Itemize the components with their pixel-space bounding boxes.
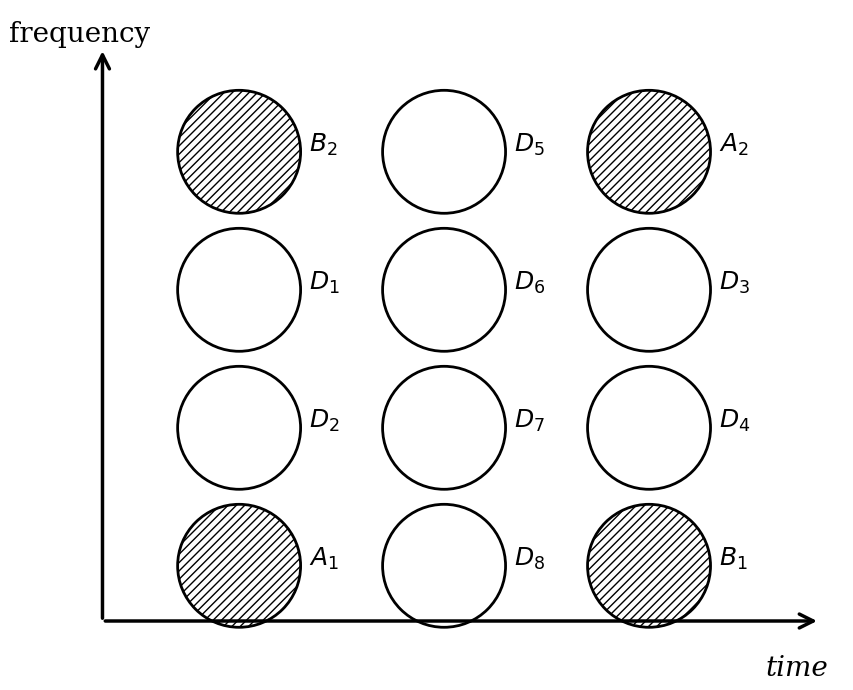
Text: $\mathit{A}_{1}$: $\mathit{A}_{1}$	[309, 546, 339, 572]
Ellipse shape	[177, 504, 300, 627]
Ellipse shape	[177, 366, 300, 489]
Text: frequency: frequency	[9, 21, 149, 48]
Text: $\mathit{D}_{5}$: $\mathit{D}_{5}$	[514, 132, 544, 158]
Text: $\mathit{D}_{4}$: $\mathit{D}_{4}$	[718, 408, 750, 434]
Ellipse shape	[587, 366, 710, 489]
Ellipse shape	[382, 366, 505, 489]
Text: $\mathit{D}_{7}$: $\mathit{D}_{7}$	[514, 408, 544, 434]
Ellipse shape	[382, 504, 505, 627]
Text: $\mathit{B}_{2}$: $\mathit{B}_{2}$	[309, 132, 337, 158]
Text: $\mathit{B}_{1}$: $\mathit{B}_{1}$	[718, 546, 747, 572]
Ellipse shape	[587, 504, 710, 627]
Ellipse shape	[177, 228, 300, 351]
Text: $\mathit{D}_{6}$: $\mathit{D}_{6}$	[514, 270, 545, 296]
Ellipse shape	[587, 228, 710, 351]
Ellipse shape	[177, 90, 300, 213]
Ellipse shape	[382, 228, 505, 351]
Text: $\mathit{D}_{8}$: $\mathit{D}_{8}$	[514, 546, 544, 572]
Ellipse shape	[587, 90, 710, 213]
Text: $\mathit{D}_{1}$: $\mathit{D}_{1}$	[309, 270, 339, 296]
Ellipse shape	[382, 90, 505, 213]
Text: time: time	[765, 656, 827, 682]
Text: $\mathit{D}_{2}$: $\mathit{D}_{2}$	[309, 408, 339, 434]
Text: $\mathit{D}_{3}$: $\mathit{D}_{3}$	[718, 270, 749, 296]
Text: $\mathit{A}_{2}$: $\mathit{A}_{2}$	[718, 132, 748, 158]
